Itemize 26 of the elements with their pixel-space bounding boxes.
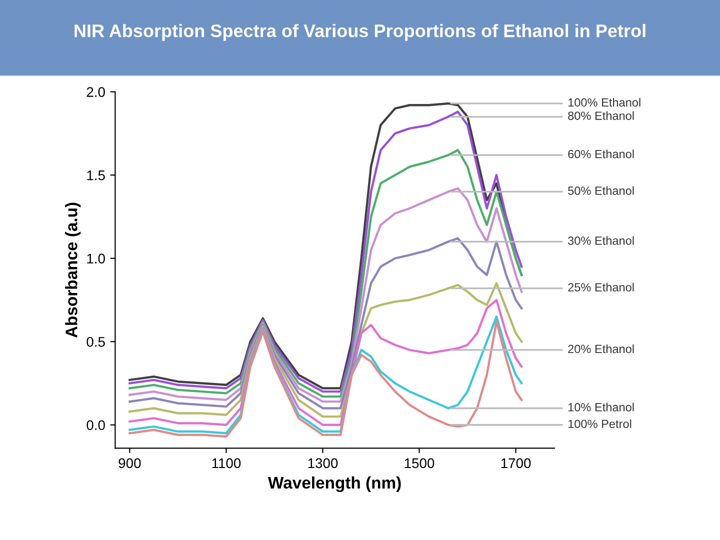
text: 100% Petrol bbox=[568, 419, 632, 428]
line-series bbox=[128, 237, 523, 410]
y-tick-label: 1.0 bbox=[87, 254, 105, 264]
text: 30% Ethanol bbox=[568, 236, 634, 245]
x-tick-label: 900 bbox=[118, 458, 141, 468]
x-axis-title: Wavelength (nm) bbox=[268, 476, 401, 492]
y-tick-label: 1.5 bbox=[87, 170, 105, 180]
text: 50% Ethanol bbox=[568, 186, 634, 195]
text: 80% Ethanol bbox=[568, 111, 634, 120]
x-tick-label: 1100 bbox=[212, 458, 241, 468]
y-tick-label: 0.0 bbox=[86, 420, 105, 430]
text: 10% Ethanol bbox=[568, 402, 634, 412]
line-series bbox=[128, 282, 523, 418]
x-tick-label: 1700 bbox=[501, 458, 531, 468]
x-tick-label: 1300 bbox=[308, 458, 338, 468]
text: 25% Ethanol bbox=[568, 282, 634, 292]
line-series bbox=[128, 298, 523, 426]
text: 100% Ethanol bbox=[568, 98, 640, 107]
text: 20% Ethanol bbox=[568, 344, 634, 354]
x-tick-label: 1500 bbox=[404, 458, 434, 468]
text: 60% Ethanol bbox=[568, 150, 634, 158]
line-series bbox=[128, 187, 523, 403]
y-axis-title: Absorbance (a.u) bbox=[65, 202, 81, 338]
y-tick-label: 2.0 bbox=[86, 87, 105, 97]
chart-title: NIR Absorption Spectra of Various Proportions of Ethanol in Petrol bbox=[74, 24, 646, 41]
y-tick-label: 0.5 bbox=[86, 336, 105, 347]
